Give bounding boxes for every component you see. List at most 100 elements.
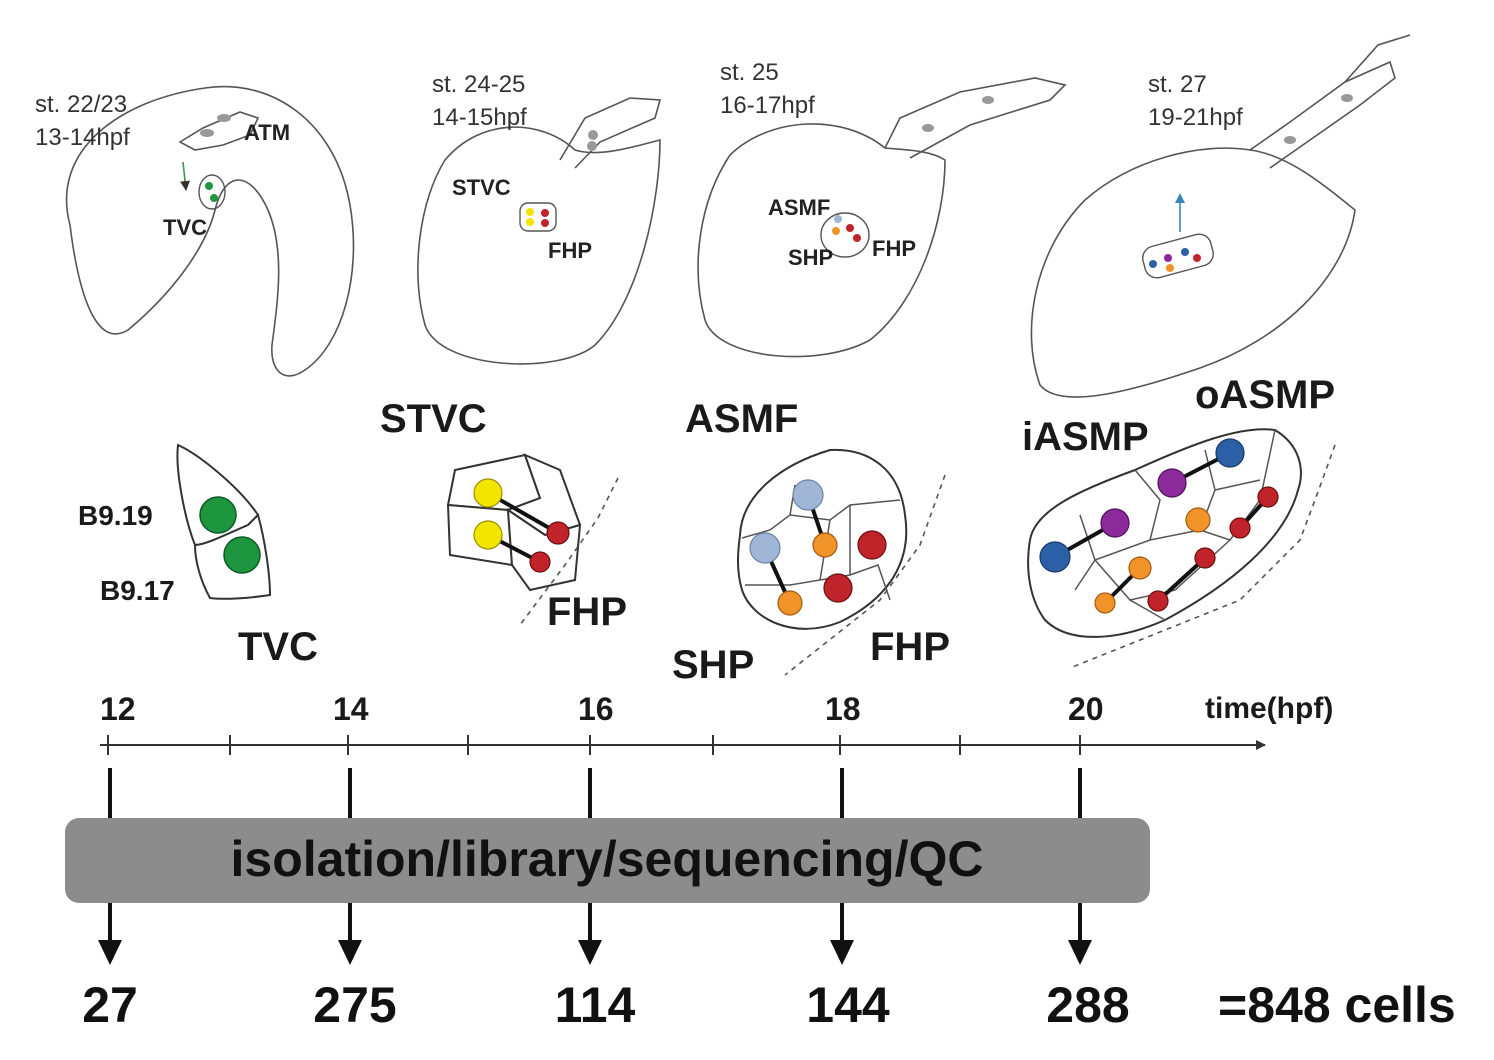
fhp-nucleus-2 bbox=[541, 219, 549, 227]
arrowheads bbox=[98, 940, 1092, 965]
embryo-3-label-fhp: FHP bbox=[872, 236, 916, 261]
embryo-3-time: 16-17hpf bbox=[720, 92, 815, 119]
embryo-2-label-stvc: STVC bbox=[452, 175, 511, 200]
title-iasmp: iASMP bbox=[1022, 415, 1149, 459]
tail-nucleus-2 bbox=[982, 96, 994, 104]
embryo-1-label-atm: ATM bbox=[244, 120, 290, 145]
tvc-nucleus-2 bbox=[210, 194, 218, 202]
nucleus-iasmp-2 bbox=[1100, 508, 1130, 538]
stvc-cell-outline bbox=[519, 202, 557, 232]
tvc-nucleus-1 bbox=[205, 182, 213, 190]
atm-nucleus-2 bbox=[200, 129, 214, 137]
title-asmf: ASMF bbox=[685, 397, 798, 441]
arrowhead-14 bbox=[338, 940, 362, 965]
asmp-nucleus-2 bbox=[1164, 254, 1172, 262]
embryo-outline bbox=[65, 85, 355, 377]
embryo-1-time: 13-14hpf bbox=[35, 124, 130, 151]
cluster-stvc: STVC FHP bbox=[380, 397, 627, 634]
tick-label-20: 20 bbox=[1068, 691, 1104, 727]
nucleus-shp-2 bbox=[1128, 556, 1152, 580]
axis-label: time(hpf) bbox=[1205, 692, 1333, 725]
pipeline-label: isolation/library/sequencing/QC bbox=[231, 831, 984, 887]
nucleus-fhp-4 bbox=[1257, 486, 1279, 508]
embryo-3-stage: st. 25 bbox=[720, 59, 779, 86]
cluster-tvc: B9.19 B9.17 TVC bbox=[78, 443, 318, 669]
nucleus-asmf-2 bbox=[749, 532, 781, 564]
fhp-nucleus-2 bbox=[853, 234, 861, 242]
arrowhead-20 bbox=[1068, 940, 1092, 965]
nucleus-fhp-2 bbox=[1194, 547, 1216, 569]
asmf-nucleus-1 bbox=[834, 215, 842, 223]
arrowhead-16 bbox=[578, 940, 602, 965]
asmp-nucleus-5 bbox=[1166, 264, 1174, 272]
nucleus-b9-17 bbox=[223, 536, 261, 574]
embryo-1-stage: st. 22/23 bbox=[35, 91, 127, 118]
atm-cells bbox=[178, 111, 260, 151]
title-tvc: TVC bbox=[238, 625, 318, 669]
tick-label-14: 14 bbox=[333, 691, 369, 727]
pipeline-bar bbox=[65, 818, 1150, 903]
embryo-st25: st. 25 16-17hpf ASMF SHP FHP bbox=[697, 59, 1067, 358]
embryo-2-time: 14-15hpf bbox=[432, 104, 527, 131]
nucleus-oasmp-1 bbox=[1157, 468, 1187, 498]
boundary-line bbox=[1069, 444, 1336, 669]
tail-nucleus-2 bbox=[587, 141, 597, 151]
fhp-link-1 bbox=[1156, 556, 1207, 603]
cell-fhp-2 bbox=[506, 508, 582, 592]
count-12: 27 bbox=[82, 977, 138, 1033]
embryo-4-stage: st. 27 bbox=[1148, 71, 1207, 98]
nucleus-iasmp-1 bbox=[1039, 541, 1071, 573]
fhp-nucleus-1 bbox=[846, 224, 854, 232]
label-b9-19: B9.19 bbox=[78, 500, 153, 531]
nucleus-asmf-1 bbox=[792, 479, 824, 511]
timeline: 12 14 16 18 20 time(hpf) bbox=[100, 691, 1333, 755]
migration-arrow bbox=[180, 161, 191, 191]
embryo-outline bbox=[697, 123, 946, 358]
nucleus-b9-19 bbox=[199, 496, 237, 534]
fhp-nucleus-1 bbox=[541, 209, 549, 217]
embryo-3-label-asmf: ASMF bbox=[768, 195, 830, 220]
tail-outline bbox=[1249, 60, 1396, 169]
asmp-nucleus-4 bbox=[1193, 254, 1201, 262]
tick-label-16: 16 bbox=[578, 691, 614, 727]
boundary-line bbox=[784, 474, 946, 676]
cluster-asmp: iASMP oASMP bbox=[1022, 373, 1336, 669]
nucleus-fhp-2 bbox=[823, 573, 853, 603]
tail-nucleus-1 bbox=[922, 124, 934, 132]
embryo-3-label-shp: SHP bbox=[788, 245, 833, 270]
embryo-2-label-fhp: FHP bbox=[548, 238, 592, 263]
stvc-nucleus-1 bbox=[526, 208, 534, 216]
atm-nucleus-1 bbox=[217, 114, 231, 122]
tail-nucleus-1 bbox=[588, 130, 598, 140]
tail-nucleus-1 bbox=[1284, 136, 1296, 144]
label-b9-17: B9.17 bbox=[100, 575, 175, 606]
nucleus-fhp-3 bbox=[1229, 517, 1251, 539]
boundary-line bbox=[519, 477, 619, 626]
embryo-4-time: 19-21hpf bbox=[1148, 104, 1243, 131]
label-shp: SHP bbox=[672, 643, 754, 687]
nucleus-stvc-2 bbox=[473, 520, 503, 550]
tail-nucleus-2 bbox=[1341, 94, 1353, 102]
nucleus-fhp-1 bbox=[546, 521, 570, 545]
embryo-outline bbox=[1030, 147, 1356, 398]
total-count: =848 cells bbox=[1218, 977, 1456, 1033]
nucleus-fhp-2 bbox=[529, 551, 551, 573]
arrowhead-18 bbox=[830, 940, 854, 965]
asmp-cluster-outline bbox=[1027, 428, 1302, 638]
embryo-outline bbox=[417, 126, 661, 365]
shp-nucleus-1 bbox=[832, 227, 840, 235]
asmp-nucleus-1 bbox=[1149, 260, 1157, 268]
cluster-asmf: ASMF SHP FHP bbox=[672, 397, 950, 687]
nucleus-shp-2 bbox=[777, 590, 803, 616]
nucleus-shp-1 bbox=[812, 532, 838, 558]
label-fhp: FHP bbox=[547, 590, 627, 634]
nucleus-stvc-1 bbox=[473, 478, 503, 508]
asmp-cell-outline bbox=[1142, 233, 1214, 279]
asmp-nucleus-3 bbox=[1181, 248, 1189, 256]
arrowhead-12 bbox=[98, 940, 122, 965]
embryo-1-label-tvc: TVC bbox=[163, 215, 207, 240]
nucleus-shp-3 bbox=[1094, 592, 1116, 614]
label-fhp: FHP bbox=[870, 625, 950, 669]
embryo-2-stage: st. 24-25 bbox=[432, 71, 525, 98]
stvc-nucleus-2 bbox=[526, 218, 534, 226]
